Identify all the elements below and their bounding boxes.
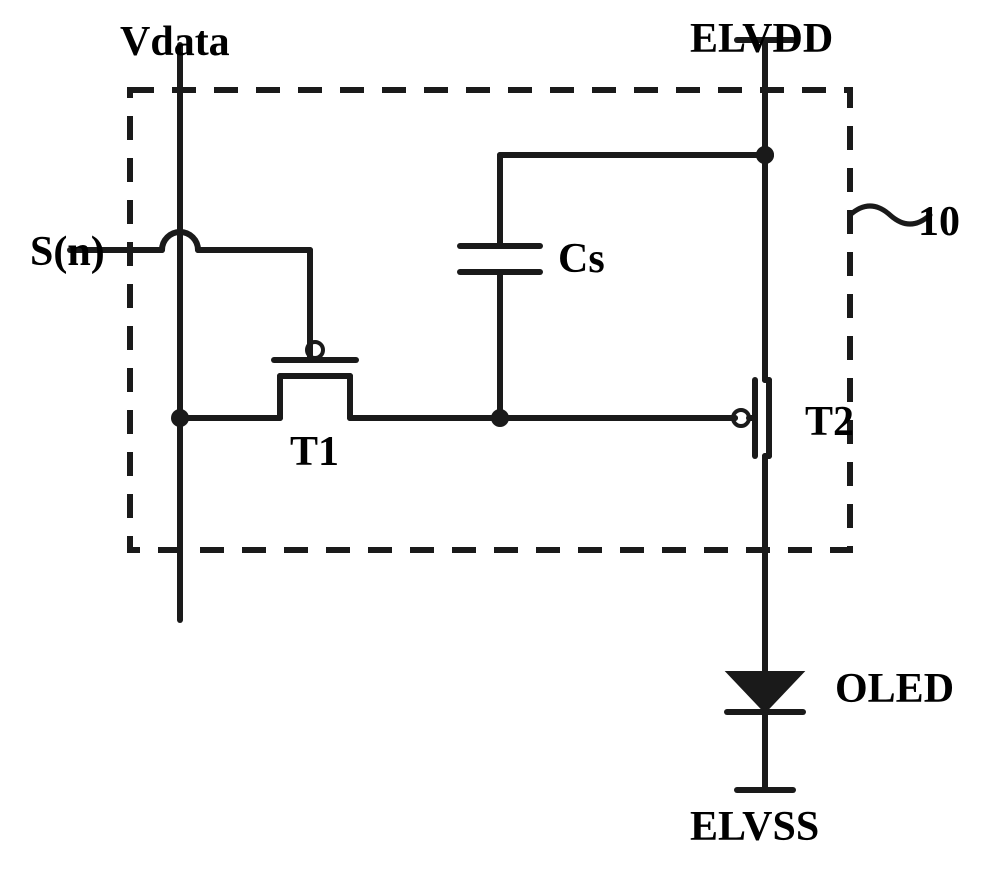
- label-elvss: ELVSS: [690, 804, 819, 850]
- label-vdata: Vdata: [120, 19, 230, 65]
- label-t2: T2: [805, 399, 854, 445]
- label-cs: Cs: [558, 236, 605, 282]
- label-oled: OLED: [835, 666, 954, 712]
- label-elvdd: ELVDD: [690, 16, 833, 62]
- pixel-boundary-box: [130, 90, 850, 550]
- label-sn: S(n): [30, 229, 105, 275]
- oled-diode: [727, 672, 803, 712]
- label-t1: T1: [290, 429, 339, 475]
- pixel-circuit-schematic: Vdata ELVDD S(n) Cs T1 T2 OLED ELVSS 10: [0, 0, 1000, 869]
- label-box_ref: 10: [918, 199, 960, 245]
